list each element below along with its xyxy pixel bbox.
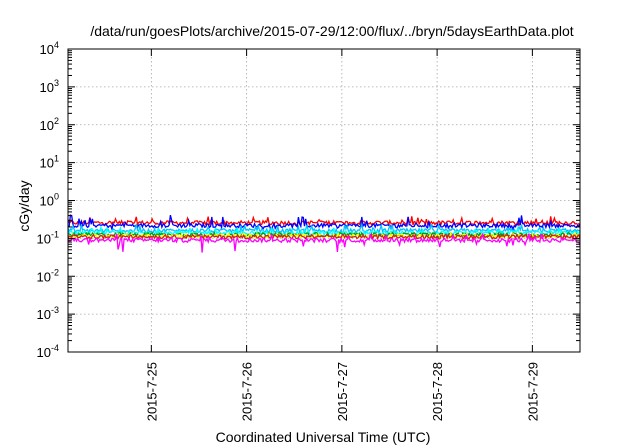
y-tick-label: 102 xyxy=(40,116,59,133)
y-tick-label: 100 xyxy=(40,192,59,209)
series-line-8 xyxy=(67,232,581,253)
grid-lines xyxy=(68,49,580,352)
x-axis-ticks: 2015-7-25 2015-7-26 2015-7-27 2015-7-28 2015… xyxy=(144,49,540,421)
x-tick-label: 2015-7-27 xyxy=(335,362,350,421)
series-line-7 xyxy=(67,232,581,241)
x-tick-label: 2015-7-26 xyxy=(240,362,255,421)
x-tick-label: 2015-7-25 xyxy=(144,362,159,421)
y-tick-label: 10-3 xyxy=(37,305,59,322)
chart-title: /data/run/goesPlots/archive/2015-07-29/1… xyxy=(90,23,573,39)
y-tick-label: 103 xyxy=(40,78,59,95)
y-tick-label: 101 xyxy=(40,154,59,171)
y-tick-label: 10-4 xyxy=(37,343,59,360)
y-tick-label: 104 xyxy=(40,40,59,57)
series-line-3 xyxy=(67,222,581,235)
x-axis-label: Coordinated Universal Time (UTC) xyxy=(216,429,431,445)
x-tick-label: 2015-7-28 xyxy=(430,362,445,421)
y-tick-label: 10-2 xyxy=(37,267,59,284)
plot-series xyxy=(67,214,581,253)
y-axis-label: cGy/day xyxy=(16,180,32,231)
y-tick-label: 10-1 xyxy=(37,229,59,246)
y-axis-ticks: 104 103 102 101 100 10-1 10-2 10-3 10-4 xyxy=(37,40,580,360)
series-line-2 xyxy=(67,214,581,232)
x-tick-label: 2015-7-29 xyxy=(525,362,540,421)
plot-frame xyxy=(67,48,581,353)
